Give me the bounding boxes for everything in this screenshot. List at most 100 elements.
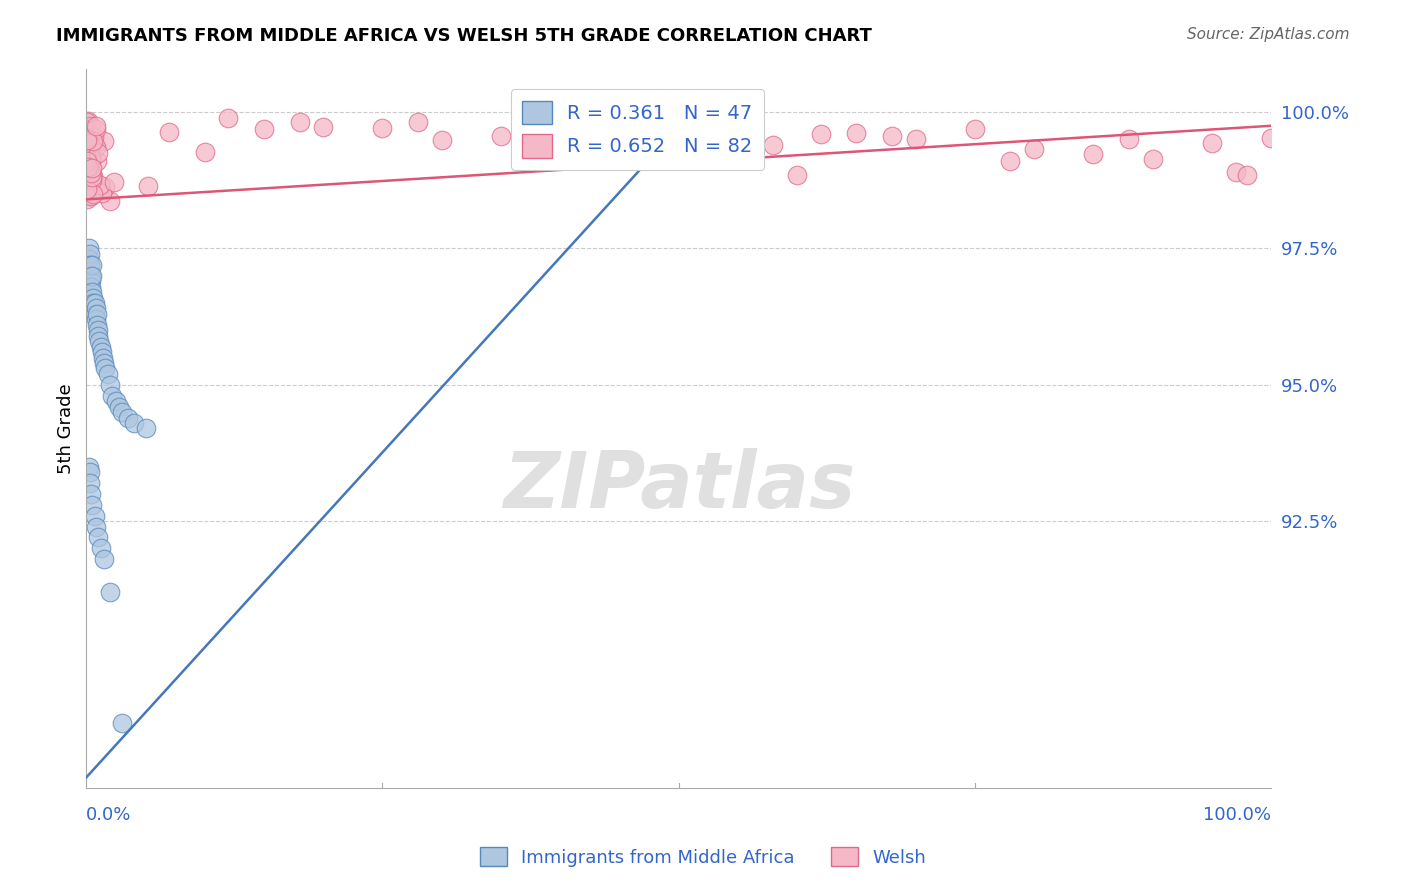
Point bbox=[87, 328, 110, 343]
Point bbox=[86, 145, 108, 160]
Point bbox=[79, 465, 101, 479]
Text: Source: ZipAtlas.com: Source: ZipAtlas.com bbox=[1187, 27, 1350, 42]
Point bbox=[77, 252, 100, 267]
Text: IMMIGRANTS FROM MIDDLE AFRICA VS WELSH 5TH GRADE CORRELATION CHART: IMMIGRANTS FROM MIDDLE AFRICA VS WELSH 5… bbox=[56, 27, 872, 45]
Point bbox=[82, 169, 104, 184]
Point bbox=[89, 334, 111, 348]
Legend: Immigrants from Middle Africa, Welsh: Immigrants from Middle Africa, Welsh bbox=[472, 840, 934, 874]
Point bbox=[87, 531, 110, 545]
Point bbox=[157, 124, 180, 138]
Point bbox=[87, 184, 110, 198]
Point bbox=[1236, 168, 1258, 182]
Point bbox=[762, 137, 785, 152]
Point bbox=[135, 421, 157, 435]
Legend: R = 0.361   N = 47, R = 0.652   N = 82: R = 0.361 N = 47, R = 0.652 N = 82 bbox=[510, 89, 763, 169]
Point bbox=[1000, 153, 1022, 168]
Point bbox=[79, 258, 101, 272]
Point bbox=[80, 150, 103, 164]
Point bbox=[77, 163, 100, 178]
Point bbox=[84, 140, 107, 154]
Point bbox=[80, 487, 103, 501]
Point bbox=[83, 296, 105, 310]
Point bbox=[1201, 136, 1223, 150]
Point bbox=[76, 151, 98, 165]
Point bbox=[82, 498, 104, 512]
Point bbox=[1024, 142, 1046, 156]
Point bbox=[76, 131, 98, 145]
Point bbox=[1260, 131, 1282, 145]
Point bbox=[904, 131, 927, 145]
Point bbox=[82, 291, 104, 305]
Point bbox=[194, 145, 217, 159]
Point bbox=[217, 112, 239, 126]
Point bbox=[82, 268, 104, 283]
Point bbox=[86, 307, 108, 321]
Point bbox=[79, 120, 101, 134]
Point bbox=[810, 127, 832, 141]
Point bbox=[786, 168, 808, 182]
Point bbox=[93, 356, 115, 370]
Point bbox=[93, 134, 115, 148]
Point bbox=[79, 166, 101, 180]
Point bbox=[727, 139, 749, 153]
Point bbox=[77, 169, 100, 183]
Point bbox=[77, 185, 100, 199]
Point bbox=[82, 285, 104, 299]
Point bbox=[80, 161, 103, 175]
Point bbox=[76, 161, 98, 175]
Point bbox=[76, 182, 98, 196]
Point bbox=[963, 121, 986, 136]
Point bbox=[97, 367, 120, 381]
Point bbox=[90, 345, 112, 359]
Point bbox=[371, 121, 394, 136]
Point bbox=[122, 416, 145, 430]
Point bbox=[77, 242, 100, 256]
Point bbox=[94, 179, 117, 194]
Point bbox=[80, 274, 103, 288]
Point bbox=[526, 149, 548, 163]
Point bbox=[84, 301, 107, 316]
Point bbox=[83, 307, 105, 321]
Point bbox=[76, 114, 98, 128]
Point bbox=[406, 115, 429, 129]
Point bbox=[89, 340, 111, 354]
Text: ZIPatlas: ZIPatlas bbox=[502, 448, 855, 524]
Point bbox=[82, 173, 104, 187]
Point bbox=[79, 178, 101, 193]
Point bbox=[79, 188, 101, 202]
Point bbox=[82, 134, 104, 148]
Point bbox=[80, 188, 103, 202]
Point bbox=[253, 121, 276, 136]
Point bbox=[76, 155, 98, 169]
Text: 100.0%: 100.0% bbox=[1204, 806, 1271, 824]
Point bbox=[89, 541, 111, 556]
Point bbox=[82, 296, 104, 310]
Point bbox=[644, 127, 666, 141]
Point bbox=[76, 142, 98, 156]
Point bbox=[91, 351, 114, 365]
Point bbox=[77, 176, 100, 190]
Point bbox=[80, 154, 103, 169]
Point bbox=[98, 377, 121, 392]
Point bbox=[111, 715, 134, 730]
Point bbox=[76, 192, 98, 206]
Point bbox=[312, 120, 335, 135]
Point bbox=[1142, 153, 1164, 167]
Point bbox=[77, 459, 100, 474]
Point bbox=[94, 361, 117, 376]
Point bbox=[489, 128, 512, 143]
Point bbox=[288, 114, 311, 128]
Point bbox=[84, 519, 107, 533]
Point bbox=[82, 258, 104, 272]
Y-axis label: 5th Grade: 5th Grade bbox=[58, 383, 75, 474]
Point bbox=[103, 175, 125, 189]
Point bbox=[80, 279, 103, 293]
Point bbox=[80, 268, 103, 283]
Point bbox=[76, 154, 98, 169]
Point bbox=[79, 475, 101, 490]
Point bbox=[548, 130, 571, 145]
Point bbox=[90, 186, 112, 200]
Point bbox=[93, 552, 115, 566]
Point bbox=[430, 133, 453, 147]
Point bbox=[79, 128, 101, 142]
